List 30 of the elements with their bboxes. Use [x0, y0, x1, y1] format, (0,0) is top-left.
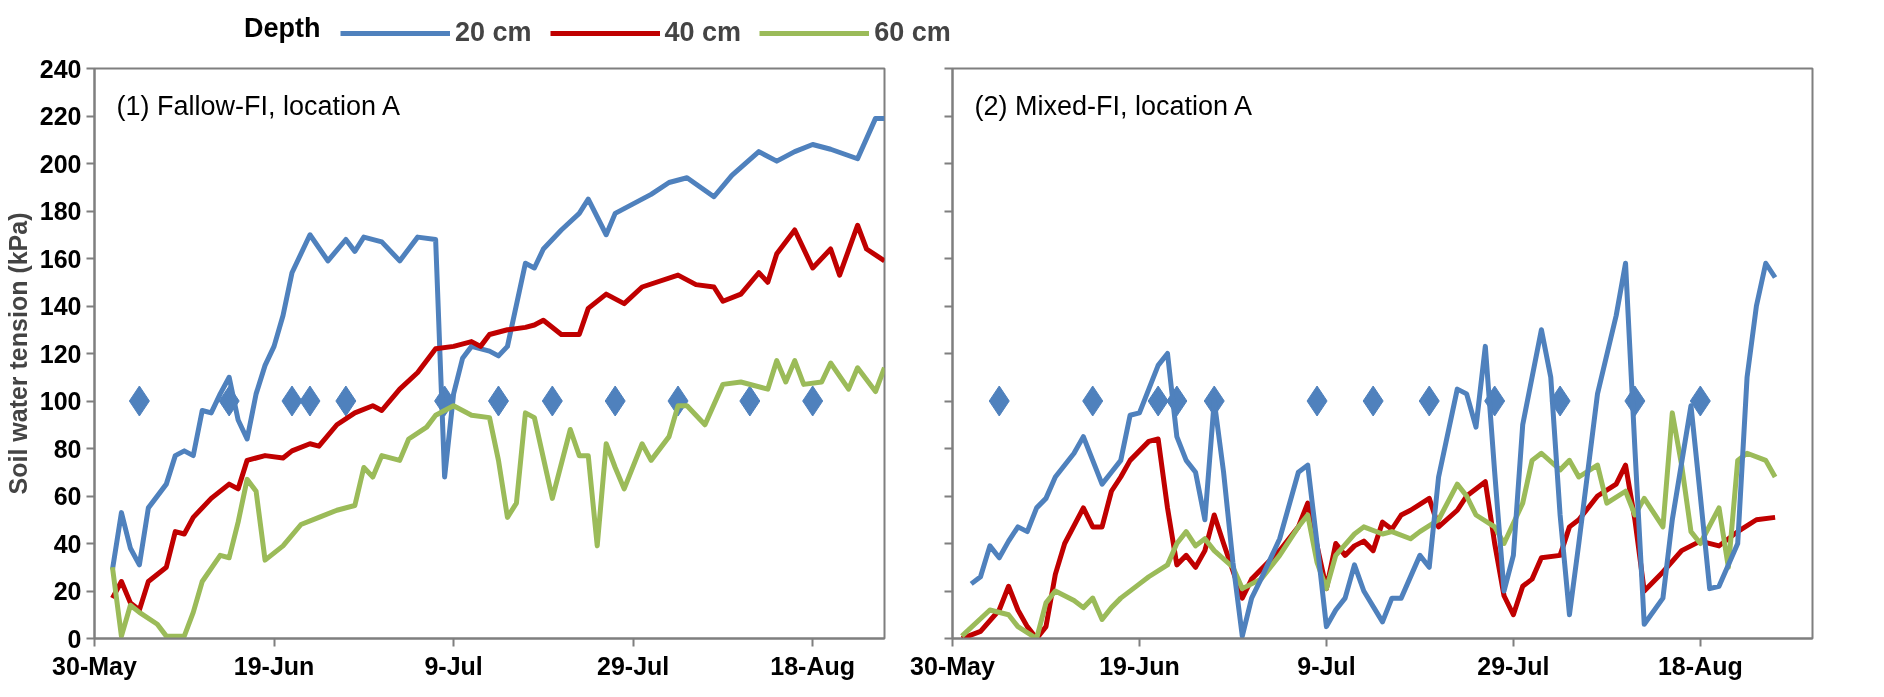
- y-tick-label: 160: [39, 244, 82, 273]
- y-tick-label: 240: [39, 54, 82, 83]
- y-tick-label: 180: [39, 197, 82, 225]
- x-tick-label: 19-Jun: [1099, 651, 1180, 680]
- y-tick-label: 220: [39, 102, 82, 130]
- x-tick-label: 9-Jul: [424, 651, 483, 680]
- y-tick-label: 60: [53, 482, 82, 510]
- x-tick-label: 9-Jul: [1297, 651, 1356, 680]
- y-tick-label: 0: [67, 624, 82, 653]
- legend-label: 60 cm: [874, 17, 951, 48]
- x-tick-label: 18-Aug: [1657, 651, 1743, 680]
- x-tick-label: 29-Jul: [1477, 651, 1550, 680]
- legend-label: 20 cm: [455, 17, 532, 48]
- x-tick-label: 18-Aug: [770, 651, 856, 680]
- y-tick-label: 40: [53, 529, 82, 558]
- legend-title: Depth: [244, 12, 321, 43]
- y-axis-title: Soil water tension (kPa): [3, 212, 32, 495]
- x-tick-label: 29-Jul: [597, 651, 670, 680]
- y-tick-label: 80: [53, 434, 82, 463]
- x-tick-label: 19-Jun: [233, 651, 315, 680]
- text: (1) Fallow-FI, location A: [116, 90, 401, 121]
- legend-label: 40 cm: [664, 17, 742, 48]
- y-tick-label: 20: [53, 577, 82, 605]
- y-tick-label: 120: [39, 339, 82, 368]
- y-tick-label: 140: [39, 292, 82, 320]
- x-tick-label: 30-May: [52, 651, 137, 680]
- x-tick-label: 30-May: [910, 651, 995, 680]
- y-tick-label: 100: [39, 387, 82, 415]
- text: (2) Mixed-FI, location A: [974, 90, 1253, 121]
- y-tick-label: 200: [39, 149, 82, 178]
